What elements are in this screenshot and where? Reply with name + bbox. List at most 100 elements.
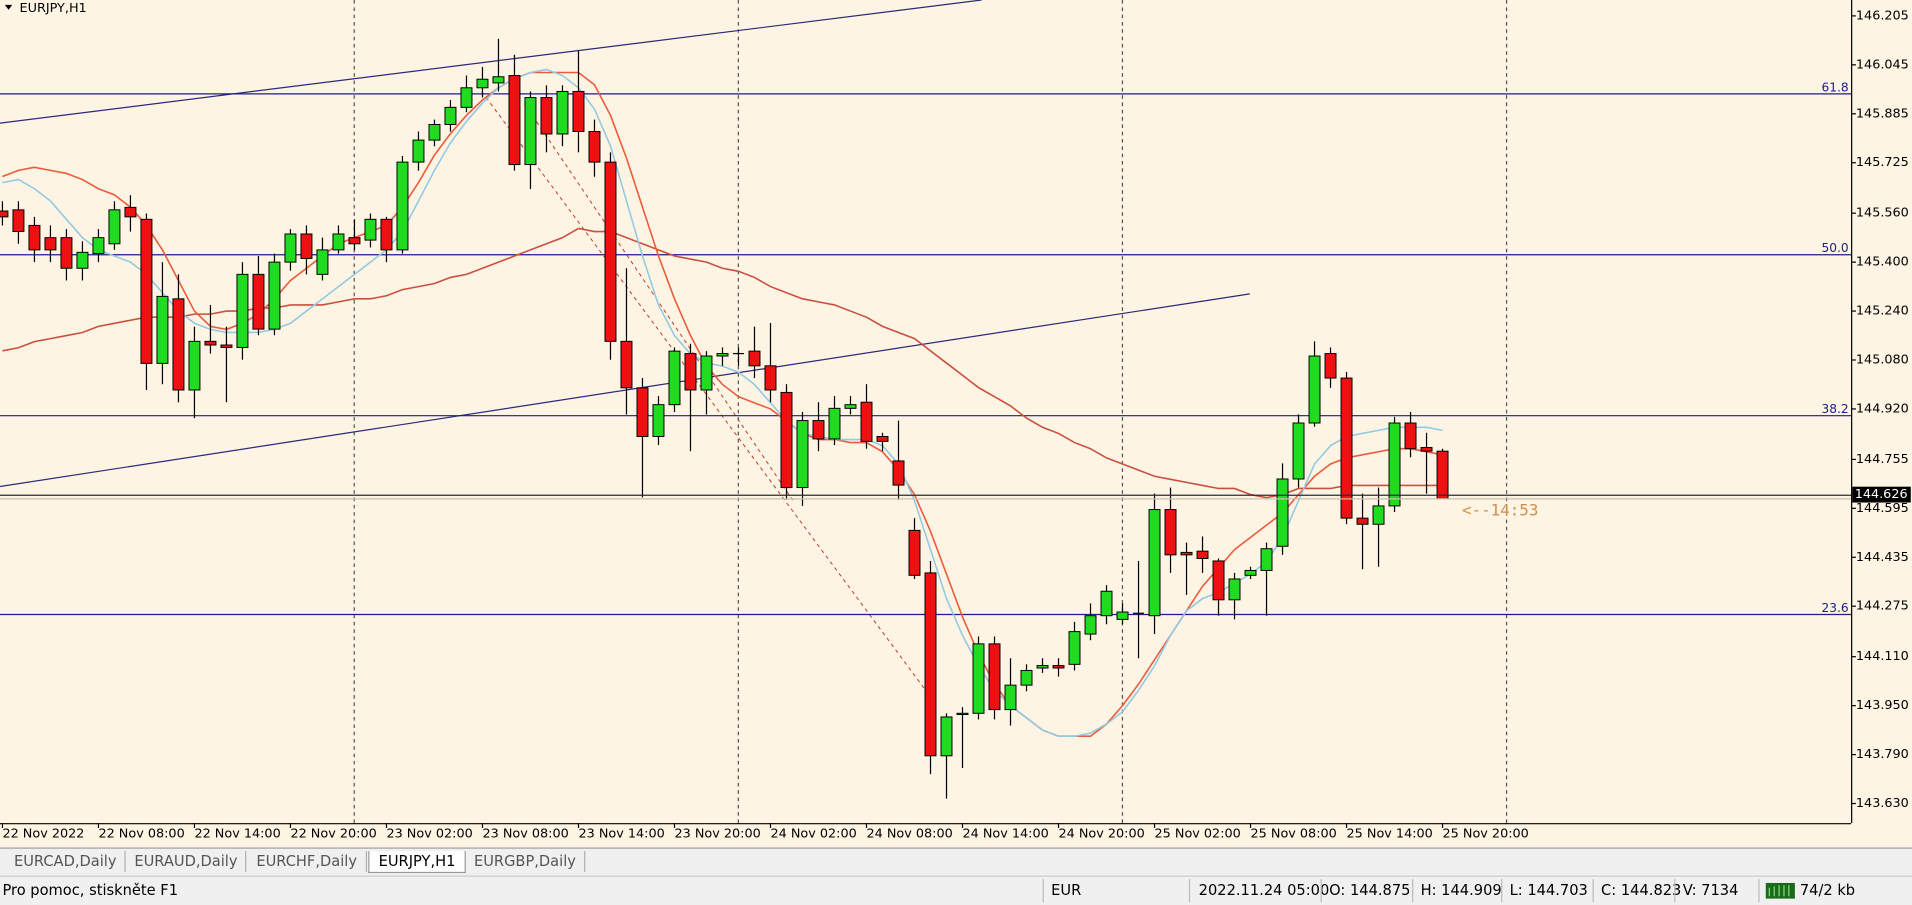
x-tick-label: 22 Nov 14:00 (194, 827, 280, 842)
candle-body (908, 529, 921, 576)
x-tick-label: 25 Nov 02:00 (1155, 827, 1241, 842)
candle-body (892, 460, 905, 486)
candle-body (444, 106, 457, 125)
candle-body (1020, 669, 1033, 686)
price-tag-label: 144.626 (1855, 487, 1908, 502)
candle-body (1276, 478, 1289, 547)
candle-body (1388, 422, 1401, 507)
separator (1501, 879, 1503, 903)
candle-body (172, 298, 185, 391)
candle-body (316, 249, 329, 275)
candle-body (1324, 353, 1337, 379)
y-tick-label: 145.885 (1856, 106, 1909, 121)
x-tick-label: 22 Nov 2022 (2, 827, 84, 842)
candle-body (668, 350, 681, 406)
candle-body (860, 401, 873, 442)
candle-body (76, 251, 89, 269)
axis-background (1851, 0, 1912, 848)
fib-base (481, 91, 930, 696)
separator (1042, 879, 1044, 903)
x-tick-label: 24 Nov 20:00 (1059, 827, 1145, 842)
y-tick-label: 143.790 (1856, 747, 1909, 762)
fib-label: 38.2 (1821, 402, 1848, 416)
candle-body (108, 209, 121, 245)
candle-body (396, 161, 409, 251)
candle-body (140, 218, 153, 364)
y-tick-label: 145.725 (1856, 155, 1909, 170)
symbol-tab[interactable]: EURJPY,H1 (368, 851, 466, 874)
trendlines (0, 0, 1250, 488)
symbol-tab[interactable]: EURCAD,Daily (6, 851, 126, 872)
candle-body (332, 233, 345, 251)
candle-body (364, 218, 377, 241)
candle-body (1052, 665, 1065, 669)
x-tick-label: 25 Nov 08:00 (1251, 827, 1337, 842)
candle-body (428, 124, 441, 141)
candle-body (604, 161, 617, 342)
chart: 61.850.038.223.6 146.205146.045145.88514… (0, 0, 1912, 848)
candle-body (828, 407, 841, 440)
candle-body (812, 420, 825, 440)
x-tick-label: 23 Nov 02:00 (386, 827, 472, 842)
candle-body (700, 355, 713, 391)
candle-body (492, 76, 505, 84)
candle-body (780, 391, 793, 489)
y-tick-label: 143.630 (1856, 796, 1909, 811)
symbol-tab[interactable]: EURGBP,Daily (466, 851, 586, 872)
chart-title: EURJPY,H1 (20, 1, 87, 16)
y-tick-label: 144.435 (1856, 550, 1909, 565)
symbol-tab[interactable]: EURAUD,Daily (127, 851, 247, 872)
candle-body (220, 344, 233, 348)
candle-body (460, 87, 473, 108)
bar-low: L: 144.703 (1509, 881, 1588, 899)
x-tick-label: 24 Nov 08:00 (866, 827, 952, 842)
candle-body (348, 237, 361, 245)
status-bar: Pro pomoc, stiskněte F1 EUR 2022.11.24 0… (0, 875, 1912, 905)
candle-body (1356, 517, 1369, 525)
candle-body (1180, 551, 1193, 556)
fib-base-line (481, 91, 930, 696)
candle-body (1292, 422, 1305, 480)
candle-body (572, 90, 585, 133)
candle-body (556, 90, 569, 135)
countdown: <--14:53 (1462, 501, 1538, 520)
day-separators (353, 0, 1508, 824)
candle-body (1084, 615, 1097, 635)
candle-body (540, 97, 553, 135)
x-tick-label: 25 Nov 14:00 (1347, 827, 1433, 842)
connection-icon (1765, 882, 1795, 899)
x-tick-label: 23 Nov 14:00 (578, 827, 664, 842)
y-tick-label: 144.595 (1856, 501, 1909, 516)
trendline (0, 0, 982, 124)
menu-arrow[interactable] (4, 4, 13, 10)
y-tick-label: 144.275 (1856, 599, 1909, 614)
candle-body (1372, 505, 1385, 525)
candle-body (380, 218, 393, 251)
candle-body (764, 365, 777, 391)
candle-body (924, 572, 937, 757)
axis-layer: 146.205 146.045 145.885 145.725 145.560 145.4… (0, 8, 1911, 842)
symbol-tab[interactable]: EURCHF,Daily (248, 851, 368, 872)
candle-body (1148, 509, 1161, 617)
fib-label: 61.8 (1821, 80, 1848, 94)
candle-body (252, 273, 265, 330)
y-tick-label: 145.560 (1856, 206, 1909, 221)
y-tick-label: 146.045 (1856, 57, 1909, 72)
fib-label: 50.0 (1821, 241, 1848, 255)
candle-body (876, 435, 889, 442)
candle-layer (0, 38, 1449, 799)
fib-label: 23.6 (1821, 601, 1848, 615)
candle-body (524, 97, 537, 166)
candle-body (1004, 684, 1017, 711)
price-tag (1852, 486, 1911, 503)
candle-body (844, 404, 857, 409)
candle-body (44, 237, 57, 251)
x-tick-label: 25 Nov 20:00 (1443, 827, 1529, 842)
candle-body (1228, 578, 1241, 601)
candle-body (1340, 377, 1353, 519)
candle-body (588, 131, 601, 163)
bar-close: C: 144.823 (1601, 881, 1682, 899)
y-tick-label: 145.080 (1856, 353, 1909, 368)
